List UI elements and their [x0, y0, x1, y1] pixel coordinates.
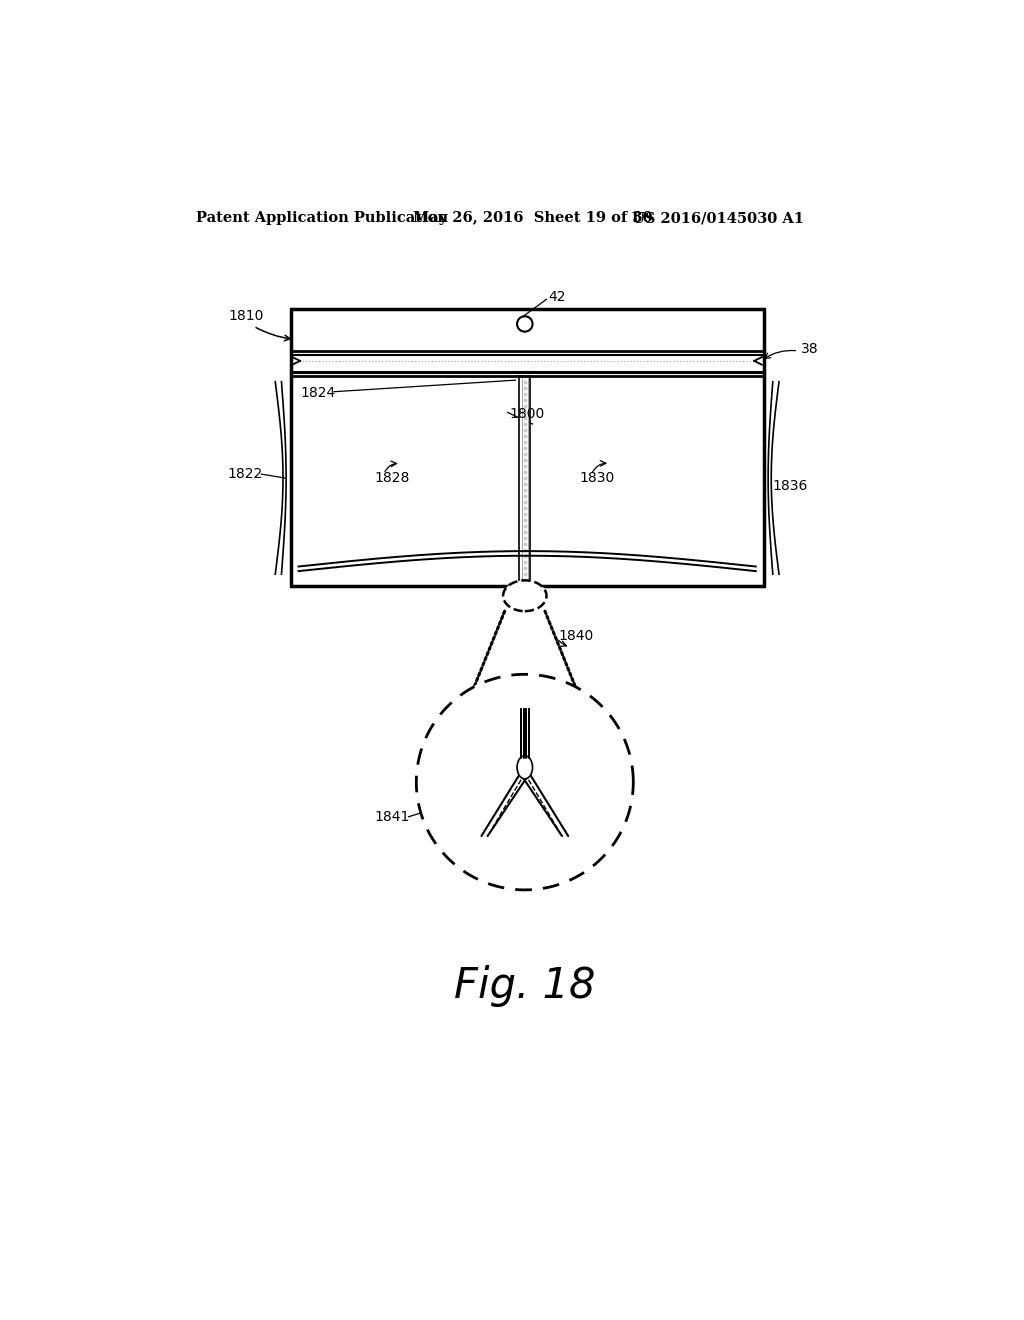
Text: 1842: 1842: [566, 809, 601, 824]
Bar: [519, 376, 530, 586]
Text: US 2016/0145030 A1: US 2016/0145030 A1: [632, 211, 804, 226]
Text: Fig. 18: Fig. 18: [454, 965, 596, 1007]
Text: 1840: 1840: [559, 628, 594, 643]
Polygon shape: [417, 675, 633, 890]
Circle shape: [517, 317, 532, 331]
Text: 1822: 1822: [227, 467, 262, 480]
Ellipse shape: [517, 756, 532, 779]
Text: 1841: 1841: [375, 809, 410, 824]
Text: May 26, 2016  Sheet 19 of 30: May 26, 2016 Sheet 19 of 30: [414, 211, 652, 226]
Text: 1830: 1830: [579, 471, 614, 484]
Text: 1824: 1824: [300, 387, 335, 400]
Text: 38: 38: [801, 342, 818, 355]
Text: 42: 42: [548, 290, 565, 304]
Text: 1810: 1810: [228, 309, 264, 323]
Text: 1800: 1800: [509, 407, 545, 421]
Text: Patent Application Publication: Patent Application Publication: [197, 211, 449, 226]
Bar: [291, 309, 764, 586]
Ellipse shape: [503, 581, 547, 611]
Text: 1836: 1836: [773, 479, 808, 492]
Text: 1828: 1828: [375, 471, 410, 484]
